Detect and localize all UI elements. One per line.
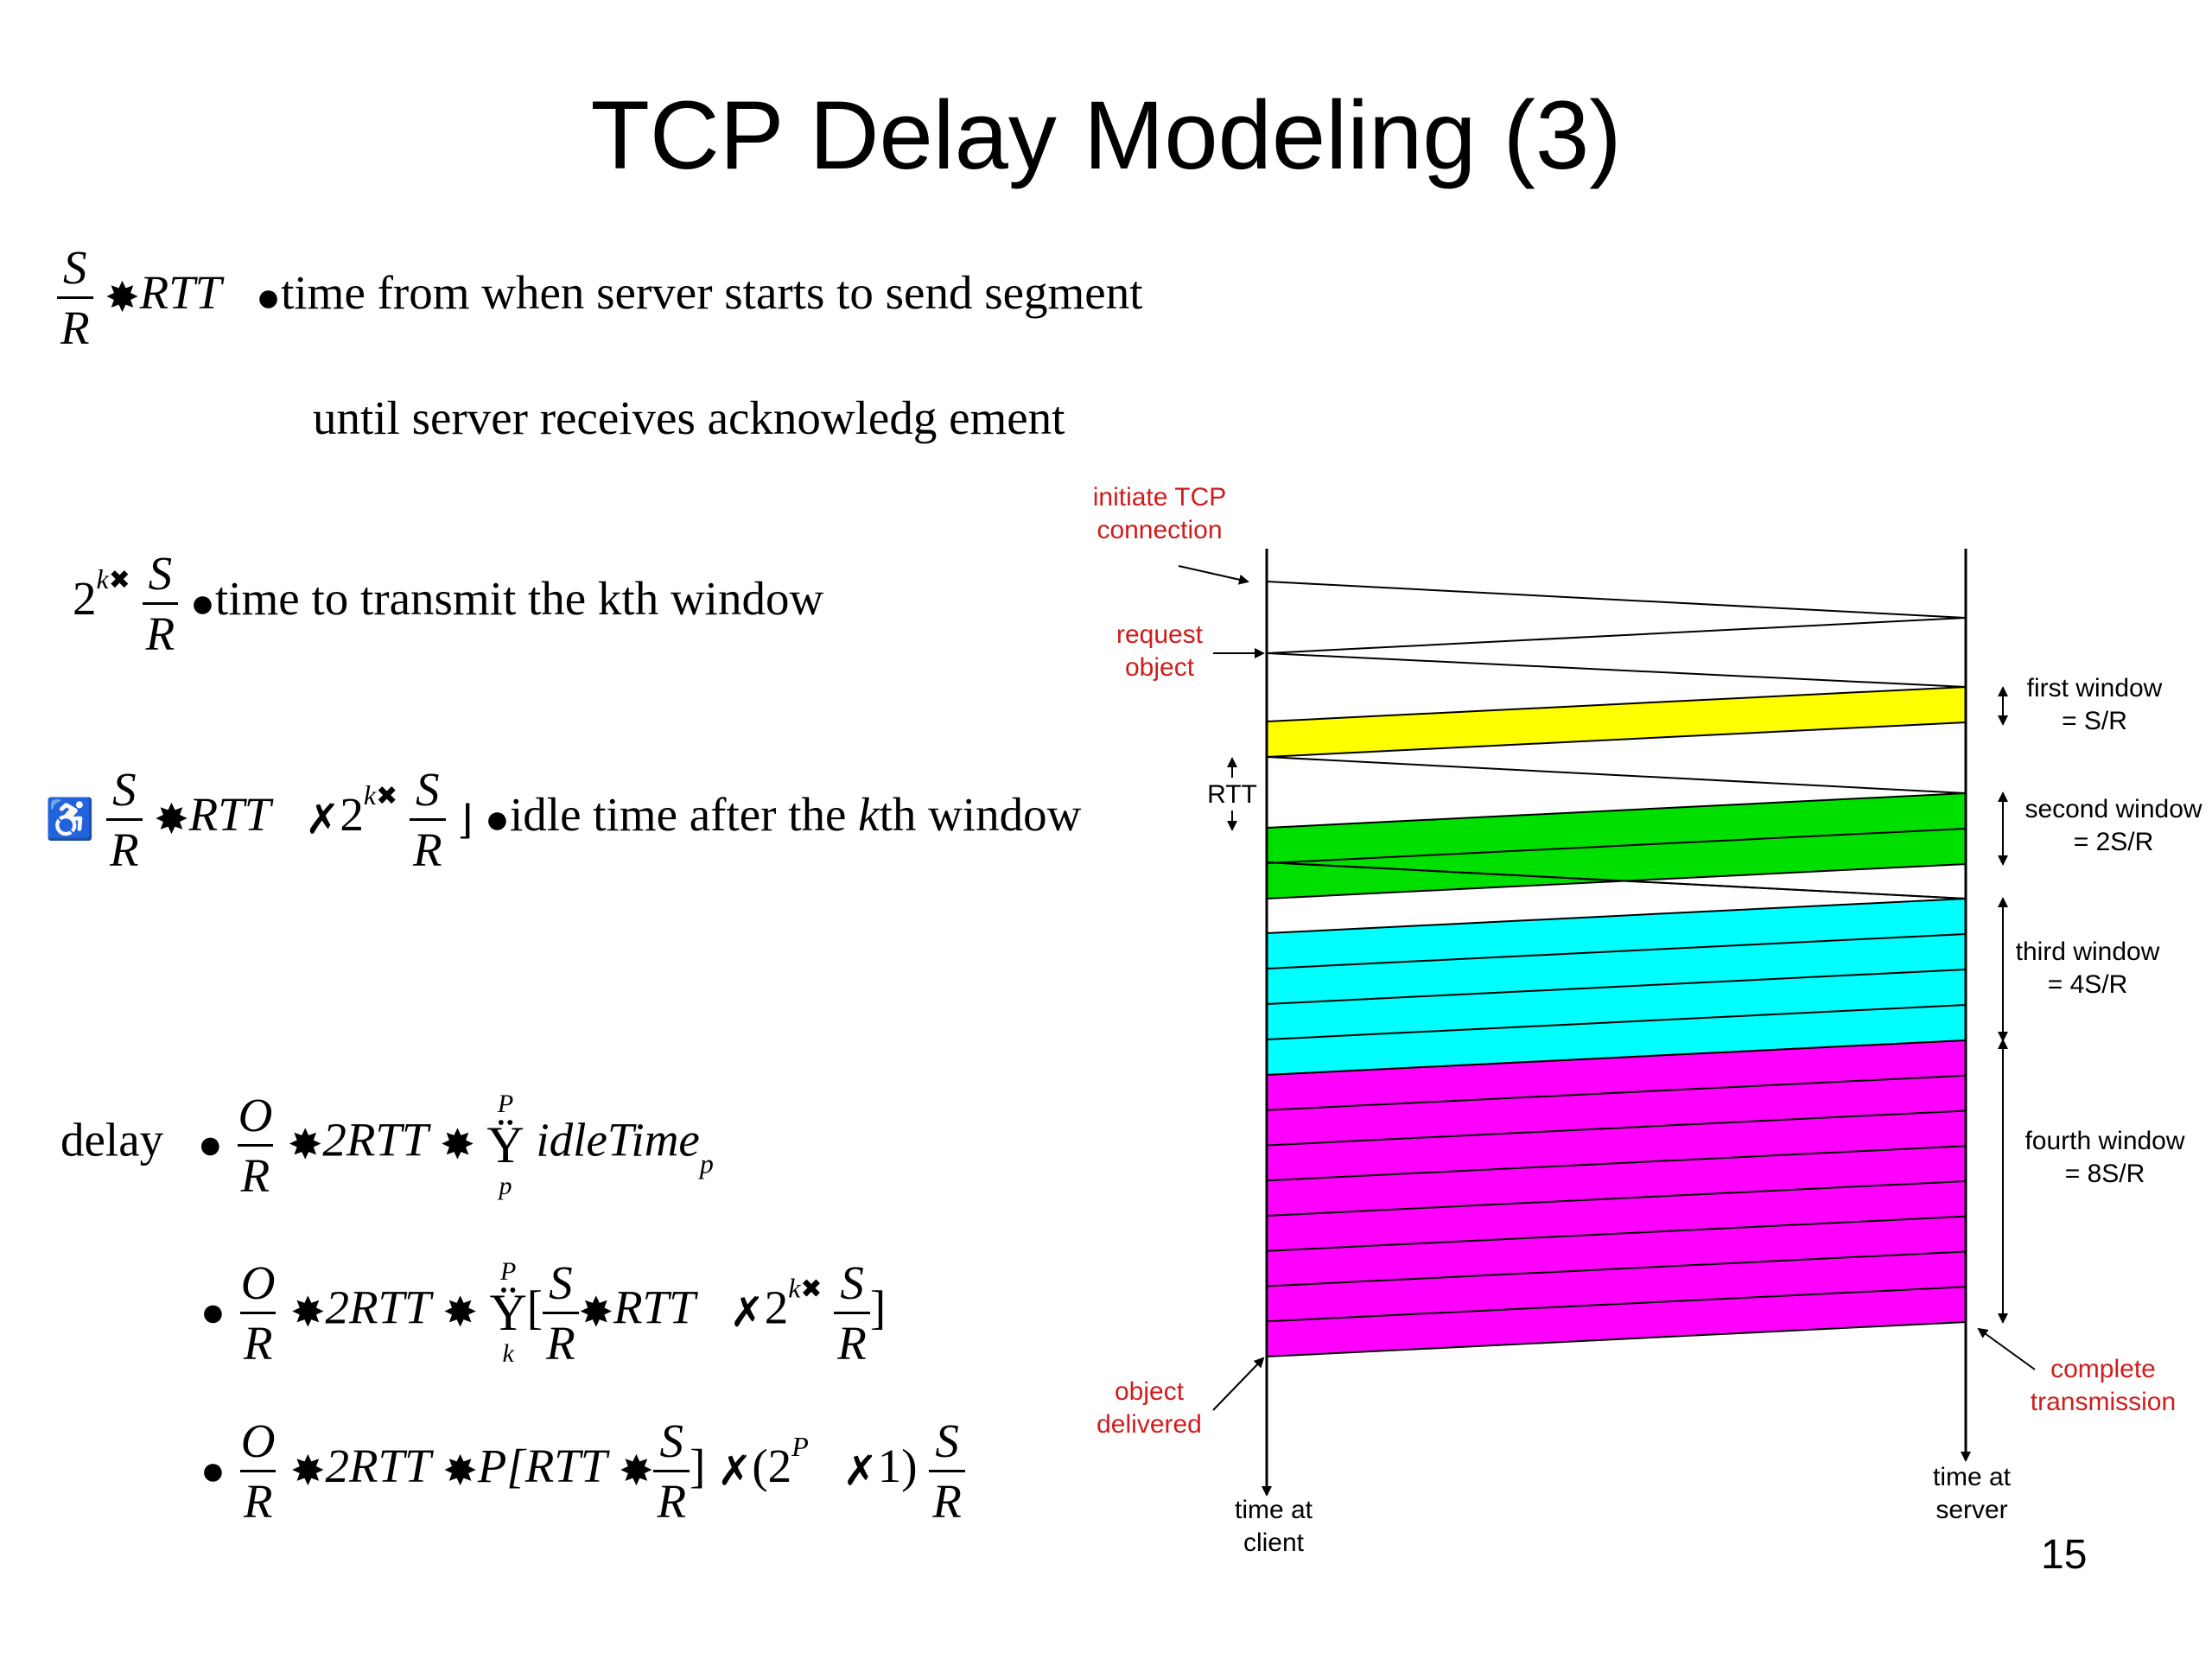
request-message <box>1266 652 1967 688</box>
garbled-symbol: ✸ <box>290 1448 326 1495</box>
delay-equation-line3: ● O R ✸2RTT ✸P[RTT ✸ S R ] ✗(2P ✗1) S R <box>200 1417 965 1525</box>
syn-message <box>1266 581 1967 619</box>
bullet-icon: ● <box>485 797 511 842</box>
fourth-window-label: fourth window = 8S/R <box>2024 1127 2184 1188</box>
delivered-pointer-arrow <box>1212 1357 1265 1411</box>
initiate-pointer-arrow <box>1178 565 1249 585</box>
bullet-icon: ● <box>197 1122 223 1168</box>
bullet-icon: ● <box>256 275 282 321</box>
rtt-term: RTT <box>139 266 222 320</box>
bullet-icon: ● <box>189 581 215 626</box>
complete-pointer-arrow <box>1977 1327 2036 1370</box>
page-number: 15 <box>2041 1532 2088 1578</box>
bullet-icon: ● <box>200 1289 226 1336</box>
equation-text-line1: time from when server starts to send seg… <box>281 266 1143 320</box>
request-object-label: request object <box>1116 620 1204 682</box>
segment-line <box>1266 1250 1967 1287</box>
segment-line <box>1266 1286 1967 1323</box>
garbled-symbol: ✖ <box>800 1274 823 1304</box>
right-bracket-symbol: ⌋ <box>457 798 474 842</box>
segment-line <box>1266 1180 1967 1217</box>
initiate-tcp-label: initiate TCP connection <box>1093 483 1227 544</box>
segment-line <box>1266 1109 1967 1147</box>
left-bracket-symbol: ♿ <box>45 797 95 842</box>
segment-line <box>1266 933 1967 969</box>
minus-symbol: ✗ <box>305 797 340 843</box>
garbled-symbol: ✖ <box>108 566 130 595</box>
slide-title: TCP Delay Modeling (3) <box>590 81 1622 189</box>
fraction-s-over-r: S R <box>142 550 179 658</box>
segment-lines <box>1266 828 1967 1323</box>
ack1-message <box>1266 756 1967 794</box>
bullet-icon: ● <box>200 1448 226 1494</box>
time-at-server-label: time at server <box>1933 1463 2012 1524</box>
segment-line <box>1266 828 1967 864</box>
second-window-label: second window = 2S/R <box>2024 795 2202 856</box>
fraction-s-over-r: S R <box>834 1259 870 1367</box>
first-window-band <box>1266 685 1967 759</box>
garbled-symbol: ✸ <box>105 275 140 321</box>
garbled-symbol: ✸ <box>442 1448 478 1495</box>
fraction-o-over-r: O R <box>239 1255 276 1370</box>
segment-line <box>1266 1215 1967 1252</box>
summation-icon: P Ϋ k <box>489 1257 527 1368</box>
fraction-s-over-r: S R <box>106 766 143 874</box>
rtt-label: RTT <box>1207 780 1257 809</box>
garbled-symbol: ✸ <box>290 1290 326 1336</box>
third-window-label: third window = 4S/R <box>2016 938 2160 999</box>
delay-equation-line2: ● O R ✸2RTT ✸ P Ϋ k [ S R ✸RTT ✗2k✖ S R … <box>200 1255 887 1370</box>
delay-equation-line1: delay ● O R ✸2RTT ✸ P Ϋ p idleTimep <box>60 1088 714 1202</box>
equation-rtt-segment: S R ✸RTT ●time from when server starts t… <box>57 244 1143 352</box>
object-delivered-label: object delivered <box>1096 1377 1202 1439</box>
garbled-symbol: ✖ <box>376 782 398 811</box>
segment-line <box>1266 1145 1967 1182</box>
synack-message <box>1266 617 1967 654</box>
fraction-s-over-r: S R <box>543 1259 579 1367</box>
segment-line <box>1266 969 1967 1005</box>
garbled-symbol: ✸ <box>442 1290 478 1336</box>
summation-icon: P Ϋ p <box>486 1090 524 1200</box>
complete-transmission-label: complete transmission <box>2031 1355 2176 1416</box>
segment-line <box>1266 1004 1967 1040</box>
minus-symbol: ✗ <box>842 1448 878 1495</box>
minus-symbol: ✗ <box>717 1448 753 1495</box>
fraction-s-over-r: S R <box>653 1417 690 1525</box>
equation-text: time to transmit the kth window <box>214 572 824 626</box>
fraction-s-over-r: S R <box>929 1417 965 1525</box>
time-at-client-label: time at client <box>1235 1496 1313 1557</box>
first-window-label: first window = S/R <box>2027 674 2163 735</box>
ack2-message <box>1266 861 1967 899</box>
garbled-symbol: ✸ <box>578 1290 613 1336</box>
garbled-symbol: ✸ <box>619 1448 654 1495</box>
fraction-o-over-r: O R <box>239 1414 276 1528</box>
garbled-symbol: ✸ <box>440 1122 475 1168</box>
equation-idle-time: ♿ S R ✸RTT ✗2k✖ S R ⌋ ●idle time after t… <box>45 763 1082 876</box>
equation-text-line2: until server receives acknowledg ement <box>313 391 1065 444</box>
garbled-symbol: ✸ <box>154 797 189 843</box>
equation-kth-window: 2k✖ S R ●time to transmit the kth window <box>73 547 824 660</box>
delay-label: delay <box>60 1113 164 1166</box>
fraction-o-over-r: O R <box>237 1088 274 1202</box>
segment-line <box>1266 1074 1967 1111</box>
minus-symbol: ✗ <box>729 1290 765 1336</box>
fraction-s-over-r: S R <box>409 766 446 874</box>
fraction-s-over-r: S R <box>57 244 93 352</box>
garbled-symbol: ✸ <box>288 1122 323 1168</box>
